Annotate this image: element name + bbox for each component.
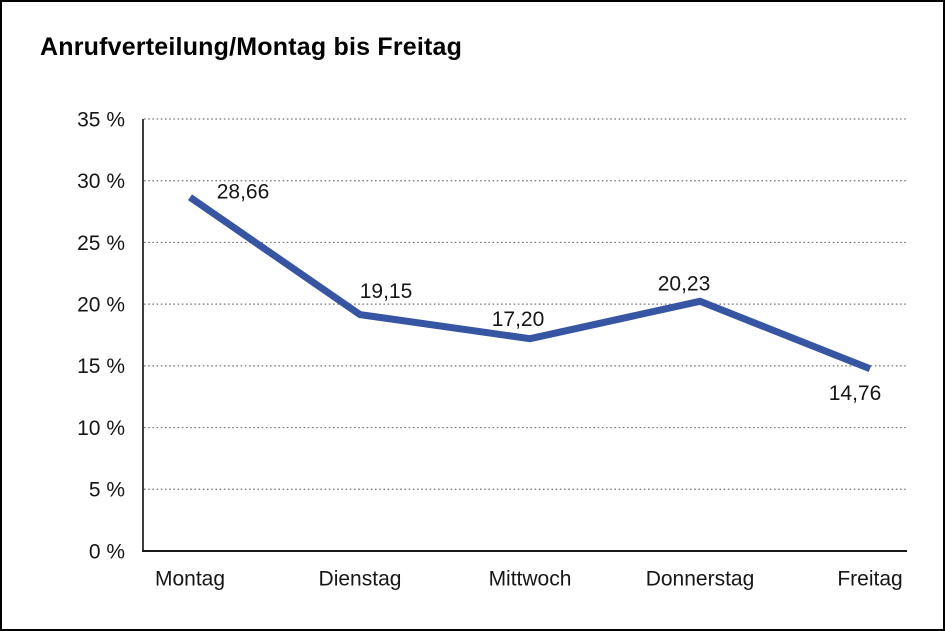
y-axis-tick-label: 0 % xyxy=(89,540,125,563)
x-axis-category-label: Freitag xyxy=(837,567,902,590)
y-axis-tick-label: 35 % xyxy=(77,108,125,131)
y-axis-tick-label: 15 % xyxy=(77,355,125,378)
y-axis-tick-label: 5 % xyxy=(89,479,125,502)
x-axis-category-label: Montag xyxy=(155,567,225,590)
data-point-label: 28,66 xyxy=(217,181,270,204)
data-point-label: 14,76 xyxy=(829,382,882,405)
y-axis-tick-label: 10 % xyxy=(77,417,125,440)
y-axis-tick-label: 30 % xyxy=(77,170,125,193)
data-series-line xyxy=(188,194,872,373)
x-axis-category-label: Dienstag xyxy=(319,567,402,590)
chart-title: Anrufverteilung/Montag bis Freitag xyxy=(40,33,463,61)
data-point-label: 17,20 xyxy=(492,308,545,331)
data-point-label: 19,15 xyxy=(360,280,413,303)
data-point-label: 20,23 xyxy=(658,273,711,296)
y-axis-tick-label: 20 % xyxy=(77,293,125,316)
x-axis-category-label: Donnerstag xyxy=(646,567,755,590)
y-axis-tick-label: 25 % xyxy=(77,232,125,255)
x-axis-category-label: Mittwoch xyxy=(489,567,572,590)
